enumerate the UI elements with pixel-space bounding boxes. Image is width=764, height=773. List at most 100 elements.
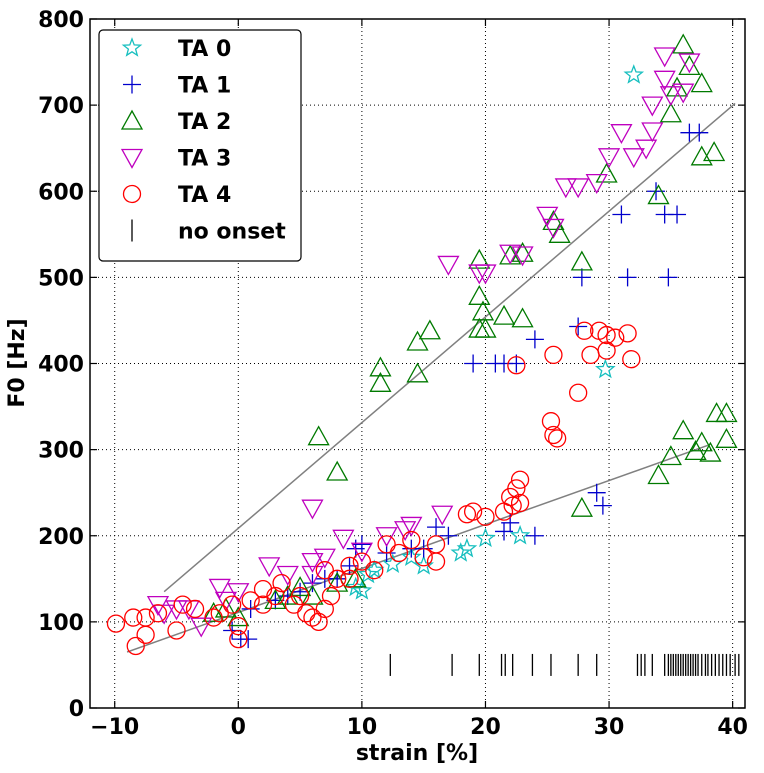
data-point <box>106 614 126 633</box>
data-point <box>185 599 205 619</box>
data-point <box>597 148 621 169</box>
legend-label: TA 1 <box>178 74 231 99</box>
data-point <box>426 552 446 571</box>
data-point <box>672 419 695 440</box>
data-point <box>291 582 310 601</box>
data-point <box>227 606 250 627</box>
fit-line <box>163 102 736 593</box>
data-point <box>414 548 433 567</box>
data-point <box>266 586 285 606</box>
x-tick-label: 30 <box>594 715 625 740</box>
data-point <box>340 556 359 576</box>
data-point <box>167 621 186 640</box>
data-point <box>340 569 359 588</box>
data-point <box>474 264 497 285</box>
data-point <box>303 574 322 593</box>
data-point <box>678 55 701 76</box>
data-point <box>507 354 526 373</box>
data-point <box>173 595 192 614</box>
y-axis-label: F0 [Hz] <box>5 318 30 407</box>
x-tick-label: 0 <box>231 715 246 740</box>
data-point <box>406 330 429 351</box>
data-point <box>495 522 514 541</box>
data-point <box>190 617 213 638</box>
data-point <box>204 608 223 627</box>
legend-label: no onset <box>178 220 286 245</box>
data-point <box>659 102 682 123</box>
legend-label: TA 4 <box>178 183 231 208</box>
data-point <box>595 162 618 183</box>
data-point <box>572 268 591 287</box>
data-point <box>365 561 384 580</box>
data-point <box>684 440 707 460</box>
legend-marker <box>121 37 143 57</box>
y-tick-label: 0 <box>69 697 84 722</box>
data-point <box>210 604 229 623</box>
plot-frame <box>89 18 746 709</box>
data-point <box>464 354 483 373</box>
data-point <box>525 526 544 545</box>
data-point <box>593 496 612 515</box>
data-point <box>350 542 373 563</box>
data-point <box>659 268 678 287</box>
data-point <box>369 356 392 377</box>
data-point <box>352 552 372 571</box>
data-point <box>214 597 238 618</box>
data-point <box>690 72 713 93</box>
data-point <box>328 569 347 588</box>
data-point <box>208 578 231 599</box>
series-ta-3 <box>146 47 701 638</box>
data-point <box>641 122 664 143</box>
data-point <box>406 362 429 383</box>
data-point <box>340 556 359 575</box>
data-point <box>548 222 571 243</box>
data-point <box>389 543 409 563</box>
data-point <box>253 595 273 614</box>
data-point <box>301 552 324 573</box>
data-point <box>503 496 522 515</box>
data-point <box>402 530 421 550</box>
data-point <box>315 561 334 580</box>
data-point <box>659 445 682 466</box>
data-point <box>394 521 417 542</box>
y-tick-label: 300 <box>38 439 84 464</box>
data-point <box>595 358 616 379</box>
legend-box <box>98 29 302 262</box>
x-tick-label: 10 <box>347 715 378 740</box>
y-tick-label: 700 <box>38 94 84 119</box>
data-point <box>492 304 516 325</box>
series-ta-2 <box>202 33 738 627</box>
data-point <box>241 591 260 610</box>
data-point <box>570 250 593 271</box>
data-point <box>511 241 534 262</box>
legend-label: TA 3 <box>178 147 231 172</box>
data-point <box>332 529 355 550</box>
data-point <box>544 425 563 445</box>
data-point <box>229 617 248 636</box>
data-point <box>525 330 544 349</box>
data-point <box>344 567 367 588</box>
series-ta-4 <box>106 321 641 656</box>
data-point <box>612 205 631 224</box>
data-point <box>153 604 176 625</box>
data-point <box>468 248 491 269</box>
data-point <box>288 576 312 597</box>
data-point <box>301 584 324 605</box>
data-point <box>622 350 641 369</box>
y-tick-label: 200 <box>38 525 84 550</box>
data-point <box>290 586 310 606</box>
y-tick-label: 500 <box>38 266 84 291</box>
y-tick-label: 400 <box>38 353 84 378</box>
data-point <box>635 139 658 160</box>
data-point <box>468 284 491 305</box>
data-point <box>463 502 483 521</box>
data-point <box>439 526 458 545</box>
data-point <box>536 206 559 227</box>
data-points <box>106 33 740 676</box>
data-point <box>647 464 670 485</box>
x-tick-label: −10 <box>90 715 139 740</box>
legend: TA 0 TA 1 TA 2 TA 3 TA 4 no onset <box>98 29 302 262</box>
legend-label: TA 2 <box>178 110 231 135</box>
data-point <box>126 636 145 656</box>
